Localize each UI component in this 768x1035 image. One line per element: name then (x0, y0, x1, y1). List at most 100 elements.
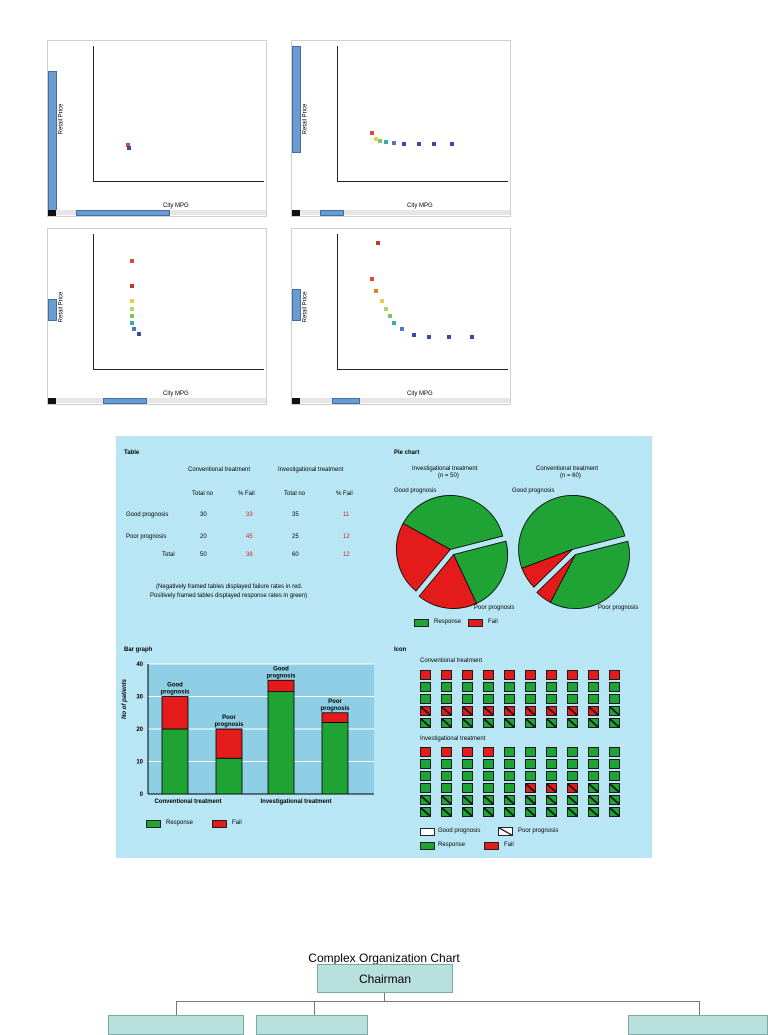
org-box-child[interactable] (256, 1015, 368, 1035)
cell: 60 (292, 552, 299, 558)
bar-response (267, 691, 295, 795)
scatter-point (130, 299, 134, 303)
pie-investigational (396, 495, 508, 609)
pie-title: Pie chart (394, 450, 420, 456)
plot-area (337, 46, 508, 182)
icon-good-prognosis (441, 670, 452, 680)
icon-good-prognosis (462, 694, 473, 704)
icon-inv-label: Investigational treatment (420, 736, 486, 742)
pie-slice-good-response (518, 495, 626, 569)
icon-good-prognosis (588, 694, 599, 704)
icon-poor-prognosis (609, 706, 620, 716)
icon-good-prognosis (546, 771, 557, 781)
horizontal-scrollbar[interactable] (332, 398, 360, 404)
org-box-child[interactable] (108, 1015, 244, 1035)
icon-good-prognosis (504, 694, 515, 704)
cell: 30 (200, 512, 207, 518)
subheader: Total no (284, 491, 306, 497)
icon-poor-prognosis (420, 807, 431, 817)
icon-poor-prognosis (420, 706, 431, 716)
org-connector (314, 1001, 315, 1024)
icon-good-prognosis (483, 694, 494, 704)
scatter-point (392, 321, 396, 325)
y-axis-label: Retail Price (58, 291, 65, 323)
icon-good-prognosis (504, 670, 515, 680)
legend-swatch-fail (484, 842, 499, 850)
x-axis-label: City MPG (407, 391, 433, 397)
icon-good-prognosis (504, 682, 515, 692)
icon-good-prognosis (483, 747, 494, 757)
vertical-scrollbar[interactable] (48, 71, 57, 213)
bar-annotation: prognosis (266, 673, 296, 679)
icon-poor-prognosis (546, 706, 557, 716)
pie-slice-good-response (402, 495, 504, 550)
scatter-panel-2: Retail Price City MPG (291, 40, 511, 217)
vertical-scrollbar[interactable] (292, 46, 301, 153)
pie-slice-good-fail (396, 522, 452, 592)
table-title: Table (124, 450, 140, 456)
bar-annotation: prognosis (214, 722, 244, 728)
legend-swatch-fail (212, 820, 227, 828)
icon-poor-prognosis (609, 783, 620, 793)
scatter-point (370, 131, 374, 135)
bar-annotation: prognosis (320, 706, 350, 712)
icon-poor-prognosis (609, 807, 620, 817)
icon-poor-prognosis (462, 795, 473, 805)
icon-poor-prognosis (525, 807, 536, 817)
org-box-child[interactable] (628, 1015, 768, 1035)
org-box-chairman[interactable]: Chairman (317, 964, 453, 993)
cell: 33 (246, 512, 253, 518)
scatter-point (417, 142, 421, 146)
icon-good-prognosis (546, 694, 557, 704)
legend-label-fail: Fail (504, 842, 514, 848)
scatter-point (130, 307, 134, 311)
pie-good-label: Good prognosis (512, 488, 555, 494)
icon-good-prognosis (462, 747, 473, 757)
vertical-scrollbar[interactable] (48, 299, 57, 321)
scatter-panel-4: Retail Price City MPG (291, 228, 511, 405)
icon-poor-prognosis (504, 718, 515, 728)
scatter-point (427, 335, 431, 339)
icon-conv-label: Conventional treatment (420, 658, 483, 664)
bar-fail (215, 728, 243, 759)
pie-slice-good-fail (521, 549, 573, 588)
horizontal-scrollbar[interactable] (320, 210, 344, 216)
horizontal-scrollbar[interactable] (76, 210, 170, 216)
icon-poor-prognosis (567, 795, 578, 805)
horizontal-scrollbar[interactable] (103, 398, 147, 404)
vertical-scrollbar[interactable] (292, 289, 301, 321)
icon-good-prognosis (441, 783, 452, 793)
icon-good-prognosis (441, 771, 452, 781)
icon-poor-prognosis (504, 795, 515, 805)
pie-good-label: Good prognosis (394, 488, 437, 494)
x-group-label: Conventional treatment (154, 799, 221, 805)
y-tick-label: 20 (136, 727, 143, 733)
icon-poor-prognosis (546, 795, 557, 805)
bar-annotation: Good (167, 683, 183, 689)
icon-good-prognosis (420, 783, 431, 793)
bar-fail (161, 696, 189, 730)
scatter-point (376, 241, 380, 245)
framing-figure: Table Conventional treatment Investigati… (116, 436, 652, 858)
scatter-point (374, 137, 378, 141)
x-axis-label: City MPG (163, 391, 189, 397)
legend-swatch-fail (468, 619, 483, 627)
icon-poor-prognosis (588, 706, 599, 716)
scatter-point (374, 289, 378, 293)
icon-good-prognosis (588, 747, 599, 757)
legend-label-good: Good prognosis (438, 828, 481, 834)
pie-right-title: Conventional treatment (536, 466, 599, 472)
icon-poor-prognosis (525, 706, 536, 716)
icon-poor-prognosis (462, 807, 473, 817)
icon-poor-prognosis (483, 807, 494, 817)
pie-slice-poor-response (453, 540, 508, 604)
scatter-point (392, 141, 396, 145)
icon-good-prognosis (609, 759, 620, 769)
icon-poor-prognosis (483, 718, 494, 728)
icon-good-prognosis (567, 670, 578, 680)
pie-poor-label: Poor prognosis (474, 605, 515, 611)
icon-good-prognosis (588, 682, 599, 692)
scatter-point (388, 314, 392, 318)
legend-label-response: Response (434, 619, 462, 625)
